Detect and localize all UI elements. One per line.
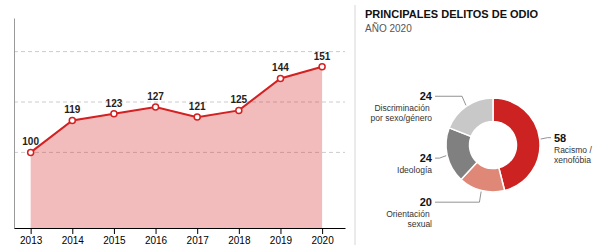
grid-line: [14, 51, 345, 52]
x-tick-label: 2019: [270, 235, 293, 246]
data-label: 123: [106, 98, 123, 109]
data-label: 24: [420, 152, 433, 164]
x-tick: 2014: [62, 228, 85, 246]
data-label: 121: [189, 101, 206, 112]
category-label: Ideología: [397, 165, 432, 175]
marker: [153, 104, 159, 110]
area-fill: [31, 67, 322, 228]
x-tick-label: 2016: [145, 235, 168, 246]
y-axis: [14, 19, 15, 229]
leader-line: [435, 192, 481, 203]
divider: [355, 5, 356, 245]
leader-line: [435, 96, 466, 105]
data-label: 151: [314, 51, 331, 62]
x-tick: 2015: [103, 228, 126, 246]
x-tick-line: [239, 228, 240, 234]
title: PRINCIPALES DELITOS DE ODIO: [365, 8, 539, 20]
subtitle: AÑO 2020: [365, 22, 412, 34]
y-axis-line: [14, 19, 15, 229]
slice: [449, 98, 493, 136]
data-label: 127: [147, 91, 164, 102]
category-label: Racismo / xenofóbia: [554, 145, 594, 165]
chart-container: 2013 2014 2015 2016 2017 2018 2019 2020 100 119 12…: [0, 0, 603, 250]
x-tick-label: 2015: [103, 235, 126, 246]
x-tick-label: 2018: [228, 235, 251, 246]
leader-line: [435, 156, 446, 158]
x-tick: 2019: [270, 228, 293, 246]
x-axis: 2013 2014 2015 2016 2017 2018 2019 2020: [15, 228, 346, 246]
line: [31, 67, 322, 153]
data-labels: 100 119 123 127 121 125 144 151: [22, 51, 331, 148]
slices: [446, 98, 540, 192]
x-axis-line: [15, 228, 346, 229]
category-label-line: Orientación: [386, 209, 432, 219]
x-tick-line: [156, 228, 157, 234]
x-tick-label: 2020: [311, 235, 334, 246]
category-label-line: xenofóbia: [554, 155, 591, 165]
x-tick: 2018: [228, 228, 251, 246]
data-label: 125: [230, 94, 247, 105]
category-label: Orientación sexual: [386, 209, 432, 229]
data-label: 144: [272, 62, 289, 73]
x-tick-line: [280, 228, 281, 234]
x-tick-line: [322, 228, 323, 234]
x-tick-label: 2017: [187, 235, 210, 246]
x-tick-line: [72, 228, 73, 234]
category-label-line: Discriminación: [374, 103, 432, 113]
x-tick-line: [114, 228, 115, 234]
data-label: 58: [554, 132, 566, 144]
marker: [194, 114, 200, 120]
category-label-line: por sexo/género: [371, 113, 433, 123]
data-label: 20: [420, 196, 432, 208]
data-label: 119: [64, 104, 81, 115]
category-label: Discriminación por sexo/género: [371, 103, 433, 123]
chart-svg: 2013 2014 2015 2016 2017 2018 2019 2020 100 119 12…: [0, 0, 603, 250]
data-label: 100: [22, 136, 39, 147]
x-tick-label: 2013: [20, 235, 43, 246]
x-tick-line: [31, 228, 32, 234]
marker: [277, 75, 283, 81]
x-tick-label: 2014: [62, 235, 85, 246]
slice: [446, 128, 477, 180]
category-label-line: Racismo /: [554, 145, 594, 155]
pie-chart: PRINCIPALES DELITOS DE ODIO AÑO 2020 58Rac…: [365, 8, 594, 229]
marker: [236, 107, 242, 113]
x-tick: 2013: [20, 228, 43, 246]
marker: [319, 64, 325, 70]
marker: [69, 117, 75, 123]
category-label-line: Ideología: [397, 165, 432, 175]
leader-line: [541, 138, 551, 139]
x-tick: 2020: [311, 228, 334, 246]
marker: [111, 111, 117, 117]
category-label-line: sexual: [407, 219, 432, 229]
plot-marks: [28, 64, 325, 228]
data-label: 24: [420, 90, 433, 102]
x-tick: 2016: [145, 228, 168, 246]
area-chart: 2013 2014 2015 2016 2017 2018 2019 2020 100 119 12…: [14, 19, 346, 247]
x-tick: 2017: [187, 228, 210, 246]
slice-labels: 58Racismo / xenofóbia 20Orientación sexua…: [371, 90, 595, 229]
x-tick-line: [197, 228, 198, 234]
marker: [28, 149, 34, 155]
